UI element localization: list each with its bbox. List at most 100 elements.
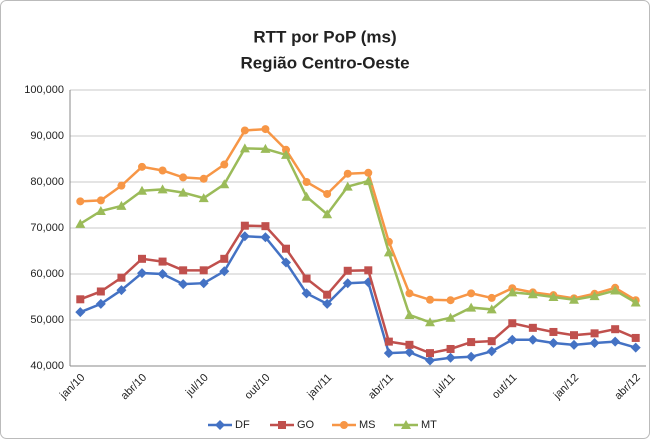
- y-tick-label: 50,000: [30, 314, 64, 326]
- series-line: [80, 127, 637, 302]
- marker: [157, 269, 168, 279]
- marker: [199, 174, 208, 183]
- marker: [383, 348, 394, 359]
- marker: [405, 289, 414, 298]
- marker: [261, 125, 270, 134]
- marker: [260, 232, 271, 243]
- marker: [323, 290, 332, 299]
- y-tick-label: 40,000: [30, 360, 64, 372]
- marker: [240, 221, 249, 230]
- marker: [116, 200, 127, 210]
- marker: [383, 247, 394, 257]
- marker: [569, 294, 579, 304]
- marker: [239, 143, 250, 153]
- marker: [158, 166, 167, 175]
- marker: [610, 336, 621, 347]
- marker: [446, 296, 455, 305]
- marker: [548, 292, 559, 301]
- marker: [261, 222, 270, 231]
- marker: [117, 273, 126, 282]
- marker: [137, 268, 147, 279]
- marker: [178, 279, 189, 290]
- marker: [219, 179, 230, 189]
- marker: [486, 346, 497, 357]
- marker: [343, 169, 352, 178]
- marker: [467, 338, 476, 347]
- marker: [425, 355, 435, 366]
- marker: [96, 196, 105, 205]
- marker: [527, 334, 538, 345]
- marker: [527, 289, 538, 299]
- legend-marker: [278, 421, 286, 429]
- y-tick-label: 80,000: [30, 176, 64, 188]
- marker: [466, 302, 477, 312]
- marker: [364, 266, 373, 275]
- marker: [486, 304, 497, 314]
- marker: [630, 297, 641, 307]
- marker: [322, 298, 333, 309]
- marker: [75, 307, 86, 318]
- marker: [426, 349, 434, 358]
- marker: [425, 317, 435, 327]
- marker: [590, 329, 599, 338]
- marker: [301, 191, 312, 201]
- marker: [95, 298, 106, 309]
- marker: [179, 173, 188, 182]
- marker: [404, 309, 415, 319]
- marker: [322, 209, 333, 219]
- marker: [281, 149, 291, 159]
- marker: [570, 331, 578, 340]
- marker: [631, 333, 640, 342]
- marker: [282, 145, 290, 154]
- marker: [138, 162, 146, 171]
- marker: [548, 338, 559, 348]
- marker: [260, 143, 271, 153]
- marker: [364, 168, 373, 177]
- marker: [569, 339, 579, 350]
- marker: [219, 266, 230, 277]
- marker: [549, 327, 558, 336]
- marker: [610, 285, 621, 295]
- marker: [445, 352, 456, 363]
- chart-title: RTT por PoP (ms): [253, 27, 396, 46]
- marker: [630, 342, 641, 353]
- legend-label: MS: [359, 419, 376, 431]
- legend-label: DF: [235, 419, 250, 431]
- marker: [220, 254, 229, 263]
- marker: [158, 257, 167, 266]
- marker: [384, 337, 393, 346]
- marker: [239, 231, 250, 242]
- marker: [342, 181, 353, 191]
- marker: [507, 287, 518, 297]
- marker: [343, 266, 352, 275]
- marker: [487, 293, 496, 302]
- marker: [240, 126, 249, 135]
- marker: [301, 288, 312, 299]
- marker: [138, 254, 146, 263]
- marker: [445, 312, 456, 322]
- marker: [198, 278, 209, 289]
- marker: [323, 189, 332, 198]
- marker: [76, 197, 85, 206]
- marker: [528, 323, 537, 332]
- legend-marker: [401, 420, 411, 429]
- marker: [611, 325, 620, 334]
- marker: [137, 185, 147, 195]
- marker: [446, 344, 455, 353]
- series-line: [79, 234, 637, 362]
- legend-marker: [215, 420, 225, 430]
- marker: [589, 291, 600, 301]
- marker: [116, 285, 127, 296]
- marker: [282, 244, 290, 253]
- marker: [426, 295, 434, 304]
- series-line: [79, 147, 637, 324]
- y-tick-label: 70,000: [30, 222, 64, 234]
- legend-marker: [340, 421, 348, 429]
- marker: [95, 205, 106, 215]
- legend-label: GO: [297, 419, 315, 431]
- marker: [487, 337, 496, 346]
- marker: [96, 287, 105, 296]
- marker: [199, 266, 208, 275]
- marker: [281, 257, 291, 268]
